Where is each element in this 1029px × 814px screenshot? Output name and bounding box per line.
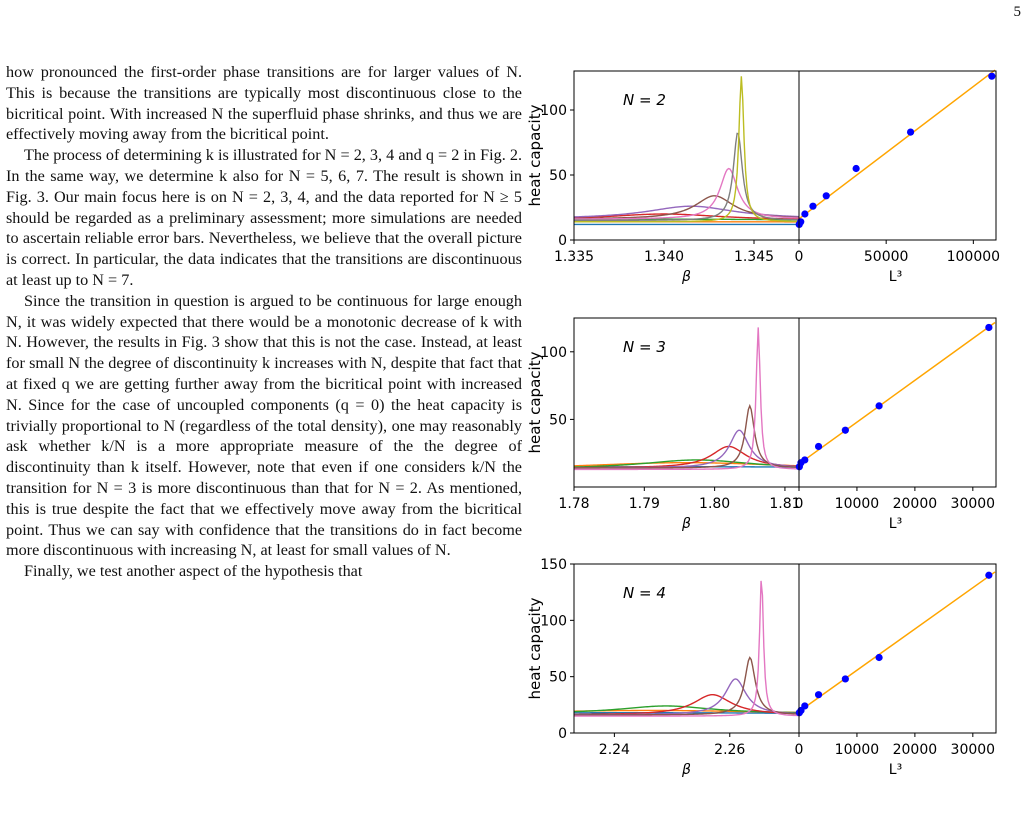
data-point (801, 702, 809, 710)
page-number: 5 (1013, 4, 1022, 20)
data-point (985, 323, 993, 332)
curve-group (574, 580, 799, 717)
x-axis-label: β (681, 762, 691, 778)
x-tick-label: 2.26 (714, 742, 745, 758)
y-axis-label: heat capacity (526, 351, 544, 453)
heat-capacity-curve (574, 580, 799, 717)
x-tick-label: 0 (795, 742, 804, 758)
y-tick-label: 100 (540, 345, 567, 361)
x-axis-label: β (681, 516, 691, 532)
data-point (801, 210, 809, 218)
body-text: how pronounced the first-order phase tra… (6, 62, 522, 582)
axes-frame-right (798, 563, 997, 734)
x-tick-label: 20000 (893, 496, 938, 512)
heat-capacity-curve (574, 694, 799, 716)
x-tick-label: 0 (795, 249, 804, 265)
x-tick-label: 30000 (951, 496, 996, 512)
x-axis-label: L³ (889, 762, 902, 778)
heat-capacity-curve (574, 459, 799, 468)
paragraph: The process of determining k is illustra… (6, 146, 522, 289)
x-tick-label: 1.345 (734, 249, 774, 265)
x-tick-label: 10000 (835, 742, 880, 758)
data-point (875, 402, 883, 410)
x-tick-label: 1.79 (629, 496, 660, 512)
paragraph: Finally, we test another aspect of the h… (24, 562, 363, 581)
data-point (841, 426, 849, 434)
x-tick-label: 0 (795, 496, 804, 512)
x-tick-label: 1.78 (558, 496, 589, 512)
paragraph: Since the transition in question is argu… (6, 291, 522, 560)
data-point (797, 218, 805, 226)
heat-capacity-curve (574, 76, 799, 223)
x-axis-label: L³ (889, 516, 902, 532)
x-tick-label: 1.340 (644, 249, 684, 265)
paragraph: how pronounced the first-order phase tra… (6, 63, 522, 144)
x-tick-label: 50000 (864, 249, 909, 265)
axes-frame-left (573, 563, 800, 734)
y-tick-label: 100 (540, 613, 567, 629)
panel-label: N = 2 (623, 91, 666, 109)
heat-capacity-curve (574, 656, 799, 716)
heat-capacity-curve (574, 327, 799, 471)
y-tick-label: 0 (558, 726, 567, 742)
y-tick-label: 100 (540, 103, 567, 119)
x-tick-label: 1.335 (554, 249, 594, 265)
x-tick-label: 20000 (893, 742, 938, 758)
x-axis-label: β (681, 269, 691, 285)
x-tick-label: 30000 (951, 742, 996, 758)
curve-group (574, 327, 799, 471)
y-tick-label: 50 (549, 412, 567, 428)
x-axis-label: L³ (889, 269, 902, 285)
heat-capacity-curve (574, 167, 799, 220)
data-point (801, 456, 809, 464)
fit-line (798, 571, 996, 713)
panel-label: N = 3 (623, 338, 666, 356)
y-tick-label: 0 (558, 233, 567, 249)
x-tick-label: 10000 (835, 496, 880, 512)
y-axis-label: heat capacity (526, 597, 544, 699)
y-axis-label: heat capacity (526, 104, 544, 206)
data-point (906, 128, 915, 136)
panel-label: N = 4 (623, 584, 666, 602)
x-tick-label: 2.24 (599, 742, 630, 758)
x-tick-label: 1.80 (699, 496, 730, 512)
y-tick-label: 50 (549, 670, 567, 686)
y-tick-label: 50 (549, 168, 567, 184)
data-point (841, 675, 849, 683)
data-point (809, 202, 817, 210)
fit-line (798, 69, 996, 220)
x-tick-label: 1.81 (769, 496, 800, 512)
data-point (822, 192, 830, 200)
data-point (852, 164, 860, 173)
data-point (988, 72, 996, 80)
axes-frame-right (798, 317, 997, 488)
data-point (985, 571, 993, 579)
heat-capacity-curve (574, 132, 799, 222)
axes-frame-right (798, 70, 997, 241)
data-point (875, 653, 883, 662)
heat-capacity-curve (574, 403, 799, 469)
data-point (814, 442, 823, 451)
y-tick-label: 150 (540, 557, 567, 573)
curve-group (574, 76, 799, 226)
data-point (814, 691, 823, 699)
fit-line (798, 321, 996, 465)
x-tick-label: 100000 (947, 249, 1000, 265)
